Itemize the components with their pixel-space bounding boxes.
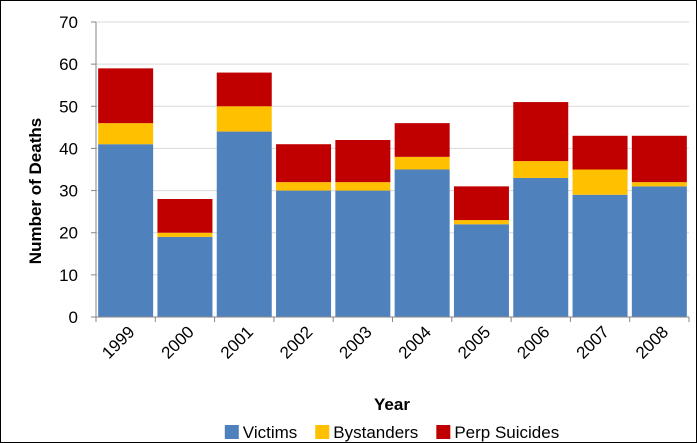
x-tick-2001: 2001 [217,322,257,362]
y-tick-0: 0 [69,308,78,327]
bar-victims-2002 [276,190,332,317]
bar-perp-suicides-2008 [631,135,687,183]
bar-bystanders-2008 [631,182,687,187]
bar-perp-suicides-2001 [216,72,272,107]
bar-victims-2001 [216,131,272,317]
axes [91,21,690,322]
legend-label-victims: Victims [243,423,297,442]
bar-perp-suicides-2006 [513,102,569,162]
bar-bystanders-2007 [572,169,628,195]
bar-victims-2005 [453,224,509,317]
bar-bystanders-1999 [98,123,154,145]
legend-swatch-victims [224,425,239,439]
bar-victims-2000 [157,236,213,317]
legend-swatch-bystanders [315,425,330,439]
bar-bystanders-2005 [453,220,509,225]
bar-bystanders-2006 [513,161,569,178]
x-axis-title: Year [374,395,410,414]
bar-victims-2003 [335,190,391,317]
bar-perp-suicides-2007 [572,135,628,170]
legend-label-bystanders: Bystanders [333,423,418,442]
x-tick-2002: 2002 [276,322,316,362]
y-axis-title: Number of Deaths [26,118,45,264]
bar-victims-2006 [513,177,569,317]
x-tick-2003: 2003 [335,322,375,362]
bar-victims-2004 [394,169,450,317]
y-tick-60: 60 [59,55,78,74]
bar-bystanders-2003 [335,182,391,191]
bar-bystanders-2000 [157,232,213,237]
x-tick-1999: 1999 [98,322,138,362]
y-tick-10: 10 [59,266,78,285]
bar-perp-suicides-2003 [335,140,391,183]
bar-perp-suicides-2004 [394,123,450,157]
x-tick-labels: 1999 2000 2001 2002 2003 2004 2005 2006 2007 2008 [98,322,672,362]
y-tick-70: 70 [59,13,78,32]
x-tick-2005: 2005 [454,322,494,362]
bar-perp-suicides-2000 [157,199,213,233]
bars [98,68,687,317]
bar-bystanders-2002 [276,182,332,191]
y-tick-40: 40 [59,139,78,158]
bar-perp-suicides-2005 [453,186,509,221]
legend-label-perp-suicides: Perp Suicides [454,423,559,442]
x-tick-2000: 2000 [158,322,198,362]
x-tick-2004: 2004 [395,322,435,362]
bar-victims-1999 [98,144,154,317]
x-tick-2007: 2007 [573,322,613,362]
bar-victims-2007 [572,194,628,317]
bar-perp-suicides-2002 [276,144,332,183]
bar-bystanders-2004 [394,156,450,170]
x-tick-2008: 2008 [632,322,672,362]
legend: Victims Bystanders Perp Suicides [224,423,559,442]
y-tick-20: 20 [59,224,78,243]
y-tick-50: 50 [59,97,78,116]
y-tick-30: 30 [59,182,78,201]
legend-swatch-perp-suicides [436,425,451,439]
y-tick-labels: 0 10 20 30 40 50 60 70 [59,13,78,327]
bar-bystanders-2001 [216,106,272,132]
x-tick-2006: 2006 [513,322,553,362]
bar-perp-suicides-1999 [98,68,154,124]
bar-victims-2008 [631,186,687,317]
